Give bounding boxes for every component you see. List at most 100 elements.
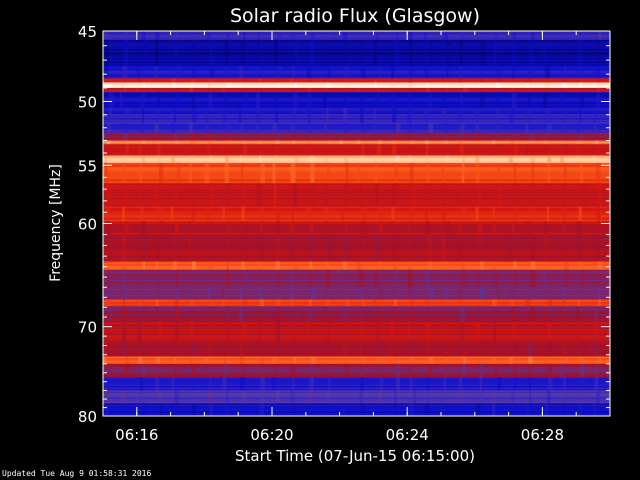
band-texture <box>240 162 244 184</box>
band-texture <box>293 82 298 88</box>
band-texture <box>394 306 398 322</box>
band-texture <box>294 39 299 66</box>
band-texture <box>446 403 449 416</box>
band-texture <box>123 287 128 300</box>
band-texture <box>238 108 242 123</box>
band-texture <box>460 390 463 404</box>
band-texture <box>512 31 517 40</box>
band-texture <box>511 390 515 404</box>
band-texture <box>429 39 432 66</box>
frequency-band <box>103 55 610 58</box>
band-texture <box>425 140 429 145</box>
frequency-band <box>103 408 610 411</box>
frequency-band <box>103 291 610 294</box>
band-texture <box>226 183 231 207</box>
band-texture <box>207 132 213 141</box>
frequency-band <box>103 94 610 97</box>
band-texture <box>206 31 211 40</box>
band-texture <box>345 132 349 141</box>
band-texture <box>310 162 315 184</box>
band-texture <box>173 39 178 66</box>
band-texture <box>491 140 496 145</box>
band-texture <box>377 306 381 322</box>
frequency-band <box>103 203 610 206</box>
band-texture <box>192 403 197 416</box>
band-texture <box>292 144 296 156</box>
band-texture <box>393 234 396 262</box>
band-texture <box>546 132 550 141</box>
frequency-band <box>103 387 610 390</box>
frequency-band <box>103 47 610 50</box>
band-texture <box>528 183 533 207</box>
band-texture <box>475 306 480 322</box>
band-texture <box>223 92 229 109</box>
frequency-band <box>103 412 610 415</box>
band-texture <box>462 206 466 222</box>
band-texture <box>563 390 568 404</box>
band-texture <box>156 140 161 145</box>
band-texture <box>576 155 580 163</box>
band-texture <box>104 340 108 357</box>
band-texture <box>476 87 480 93</box>
band-texture <box>595 78 599 83</box>
band-texture <box>276 65 282 79</box>
band-texture <box>345 363 349 378</box>
band-texture <box>509 234 513 262</box>
frequency-band <box>103 242 610 244</box>
band-texture <box>544 221 547 235</box>
frequency-band <box>103 312 610 315</box>
frequency-band <box>103 383 610 385</box>
band-texture <box>493 39 497 66</box>
band-texture <box>156 108 159 123</box>
band-texture <box>259 221 263 235</box>
band-texture <box>158 162 164 184</box>
band-texture <box>260 234 263 262</box>
band-texture <box>514 144 518 156</box>
frequency-band <box>103 353 610 356</box>
band-texture <box>257 31 261 40</box>
frequency-band <box>103 224 610 227</box>
frequency-band <box>103 350 610 353</box>
band-texture <box>393 261 397 270</box>
band-texture <box>359 269 364 288</box>
band-texture <box>224 65 229 79</box>
band-texture <box>294 356 297 364</box>
band-texture <box>444 122 449 133</box>
band-texture <box>205 363 208 378</box>
band-texture <box>159 221 164 235</box>
y-tick-label: 60 <box>78 216 97 234</box>
band-texture <box>564 132 569 141</box>
band-texture <box>155 377 159 391</box>
band-texture <box>124 78 127 83</box>
frequency-band <box>103 62 610 65</box>
frequency-band <box>103 41 610 44</box>
frequency-band <box>103 61 610 64</box>
frequency-band <box>103 347 610 350</box>
frequency-band <box>103 210 610 213</box>
band-texture <box>209 155 213 163</box>
band-texture <box>390 82 396 88</box>
frequency-band <box>103 340 610 343</box>
band-texture <box>121 261 126 270</box>
frequency-band <box>103 368 610 371</box>
band-texture <box>493 321 496 341</box>
band-texture <box>407 287 412 300</box>
band-texture <box>530 269 536 288</box>
band-texture <box>362 299 365 307</box>
band-texture <box>543 140 549 145</box>
band-texture <box>479 82 484 88</box>
band-texture <box>407 92 413 109</box>
band-texture <box>443 31 448 40</box>
band-texture <box>341 206 344 222</box>
frequency-band <box>103 208 610 210</box>
band-texture <box>221 144 225 156</box>
band-texture <box>576 321 581 341</box>
band-texture <box>140 92 146 109</box>
band-texture <box>155 306 158 322</box>
band-texture <box>560 87 566 93</box>
band-texture <box>140 377 143 391</box>
band-texture <box>493 340 499 357</box>
band-texture <box>408 155 412 163</box>
frequency-band <box>103 99 610 102</box>
band-texture <box>175 31 179 40</box>
